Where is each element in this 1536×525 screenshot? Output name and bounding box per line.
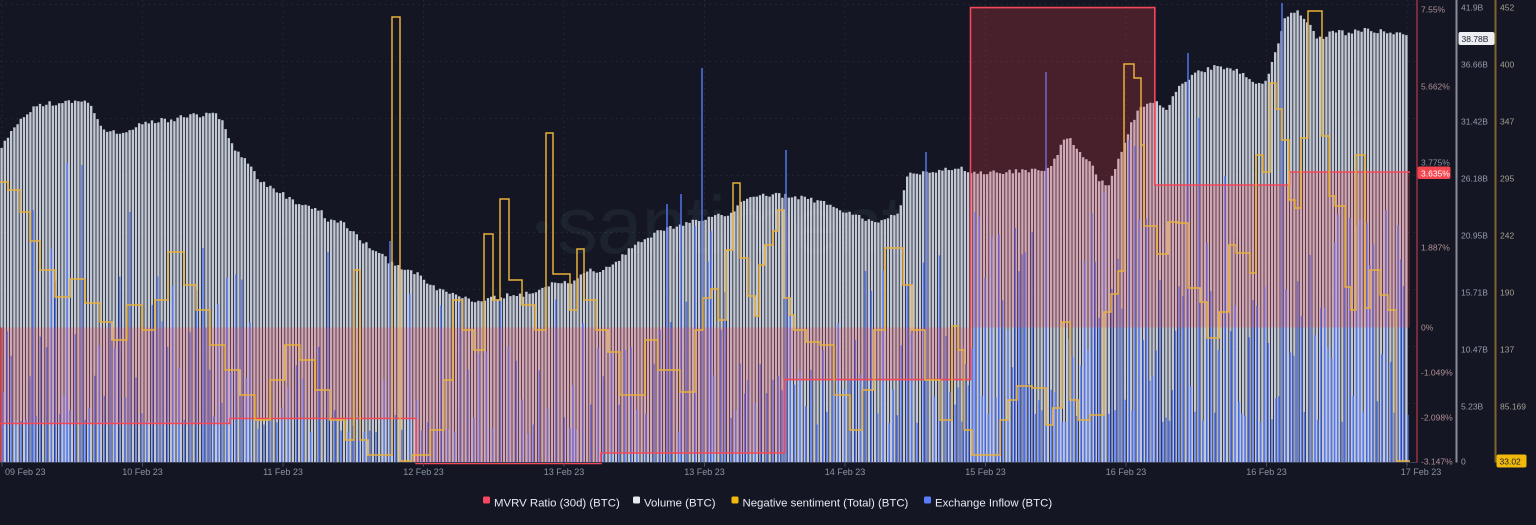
svg-text:09 Feb 23: 09 Feb 23 xyxy=(5,467,46,477)
svg-text:85.169: 85.169 xyxy=(1500,402,1526,412)
svg-text:242: 242 xyxy=(1500,231,1514,241)
svg-text:10.47B: 10.47B xyxy=(1461,345,1488,355)
svg-text:3.775%: 3.775% xyxy=(1421,158,1450,168)
svg-text:16 Feb 23: 16 Feb 23 xyxy=(1106,467,1147,477)
svg-text:12 Feb 23: 12 Feb 23 xyxy=(403,467,444,477)
svg-text:11 Feb 23: 11 Feb 23 xyxy=(263,467,303,477)
svg-text:1.887%: 1.887% xyxy=(1421,243,1450,253)
svg-text:3.635%: 3.635% xyxy=(1421,168,1450,178)
svg-text:452: 452 xyxy=(1500,3,1514,13)
svg-text:10 Feb 23: 10 Feb 23 xyxy=(122,467,163,477)
svg-text:15 Feb 23: 15 Feb 23 xyxy=(965,467,1006,477)
svg-text:137: 137 xyxy=(1500,345,1514,355)
svg-text:400: 400 xyxy=(1500,60,1514,70)
svg-text:MVRV Ratio (30d) (BTC): MVRV Ratio (30d) (BTC) xyxy=(494,498,620,510)
svg-text:295: 295 xyxy=(1500,174,1514,184)
svg-text:41.9B: 41.9B xyxy=(1461,3,1484,13)
svg-text:31.42B: 31.42B xyxy=(1461,117,1488,127)
svg-text:5.23B: 5.23B xyxy=(1461,402,1484,412)
svg-text:7.55%: 7.55% xyxy=(1421,5,1446,15)
svg-text:20.95B: 20.95B xyxy=(1461,231,1488,241)
svg-text:26.18B: 26.18B xyxy=(1461,174,1488,184)
svg-text:-2.098%: -2.098% xyxy=(1421,413,1453,423)
svg-text:13 Feb 23: 13 Feb 23 xyxy=(684,467,725,477)
svg-text:33.02: 33.02 xyxy=(1500,457,1522,467)
svg-text:Exchange Inflow (BTC): Exchange Inflow (BTC) xyxy=(935,498,1052,510)
svg-text:0%: 0% xyxy=(1421,323,1434,333)
svg-text:14 Feb 23: 14 Feb 23 xyxy=(825,467,866,477)
svg-text:347: 347 xyxy=(1500,117,1514,127)
svg-text:5.662%: 5.662% xyxy=(1421,82,1450,92)
svg-text:-3.147%: -3.147% xyxy=(1421,457,1453,467)
svg-text:-1.049%: -1.049% xyxy=(1421,368,1453,378)
svg-text:190: 190 xyxy=(1500,288,1514,298)
svg-text:17 Feb 23: 17 Feb 23 xyxy=(1401,467,1442,477)
svg-text:36.66B: 36.66B xyxy=(1461,60,1488,70)
svg-text:0: 0 xyxy=(1461,457,1466,467)
svg-text:13 Feb 23: 13 Feb 23 xyxy=(544,467,585,477)
svg-text:38.78B: 38.78B xyxy=(1462,34,1489,44)
svg-text:Negative sentiment (Total) (BT: Negative sentiment (Total) (BTC) xyxy=(743,498,909,510)
svg-text:16 Feb 23: 16 Feb 23 xyxy=(1246,467,1287,477)
svg-text:15.71B: 15.71B xyxy=(1461,288,1488,298)
svg-text:Volume (BTC): Volume (BTC) xyxy=(644,498,716,510)
